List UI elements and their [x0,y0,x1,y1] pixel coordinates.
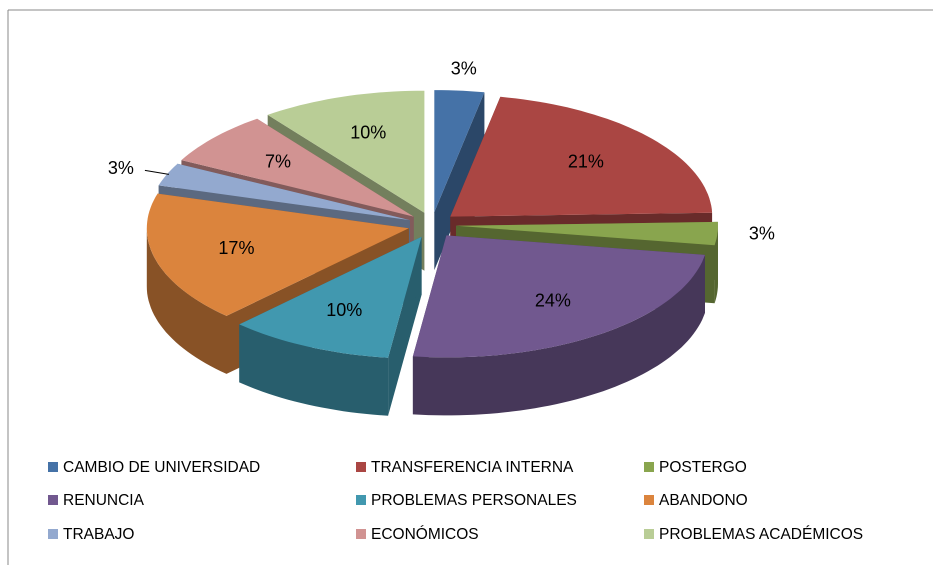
data-label: 10% [350,123,386,143]
slice [456,221,718,246]
legend-label: POSTERGO [659,459,747,476]
data-label: 10% [326,300,362,320]
data-label: 3% [451,59,477,79]
slice [267,90,425,213]
leader-line [144,169,169,175]
legend-swatch [644,529,654,539]
slice-side [434,92,485,271]
legend-label: PROBLEMAS ACADÉMICOS [659,526,863,543]
data-label: 17% [218,238,254,258]
legend-swatch [644,462,654,472]
slice-wall [412,254,705,416]
legend-label: RENUNCIA [63,492,145,509]
slice [181,118,414,217]
slice [239,236,422,358]
data-label: 21% [568,152,604,172]
slice [158,163,410,221]
slice-wall [239,324,389,416]
slice [146,193,409,316]
legend-swatch [356,495,366,505]
legend-label: ABANDONO [659,492,748,509]
slice [412,235,705,358]
slice [450,96,713,217]
legend-swatch [644,495,654,505]
legend-swatch [356,529,366,539]
legend-swatch [48,529,58,539]
legend-swatch [356,462,366,472]
data-label: 7% [265,152,291,172]
slice-wall [146,228,227,374]
data-label: 24% [535,291,571,311]
legend-label: CAMBIO DE UNIVERSIDAD [63,459,260,476]
slice [434,90,485,213]
slice-wall [714,225,718,304]
legend-swatch [48,462,58,472]
data-label: 3% [108,158,134,178]
legend-label: TRABAJO [63,526,134,543]
legend-label: PROBLEMAS PERSONALES [371,492,577,509]
data-label: 3% [749,224,775,244]
legend-label: ECONÓMICOS [371,526,479,543]
legend-label: TRANSFERENCIA INTERNA [371,459,574,476]
legend-swatch [48,495,58,505]
